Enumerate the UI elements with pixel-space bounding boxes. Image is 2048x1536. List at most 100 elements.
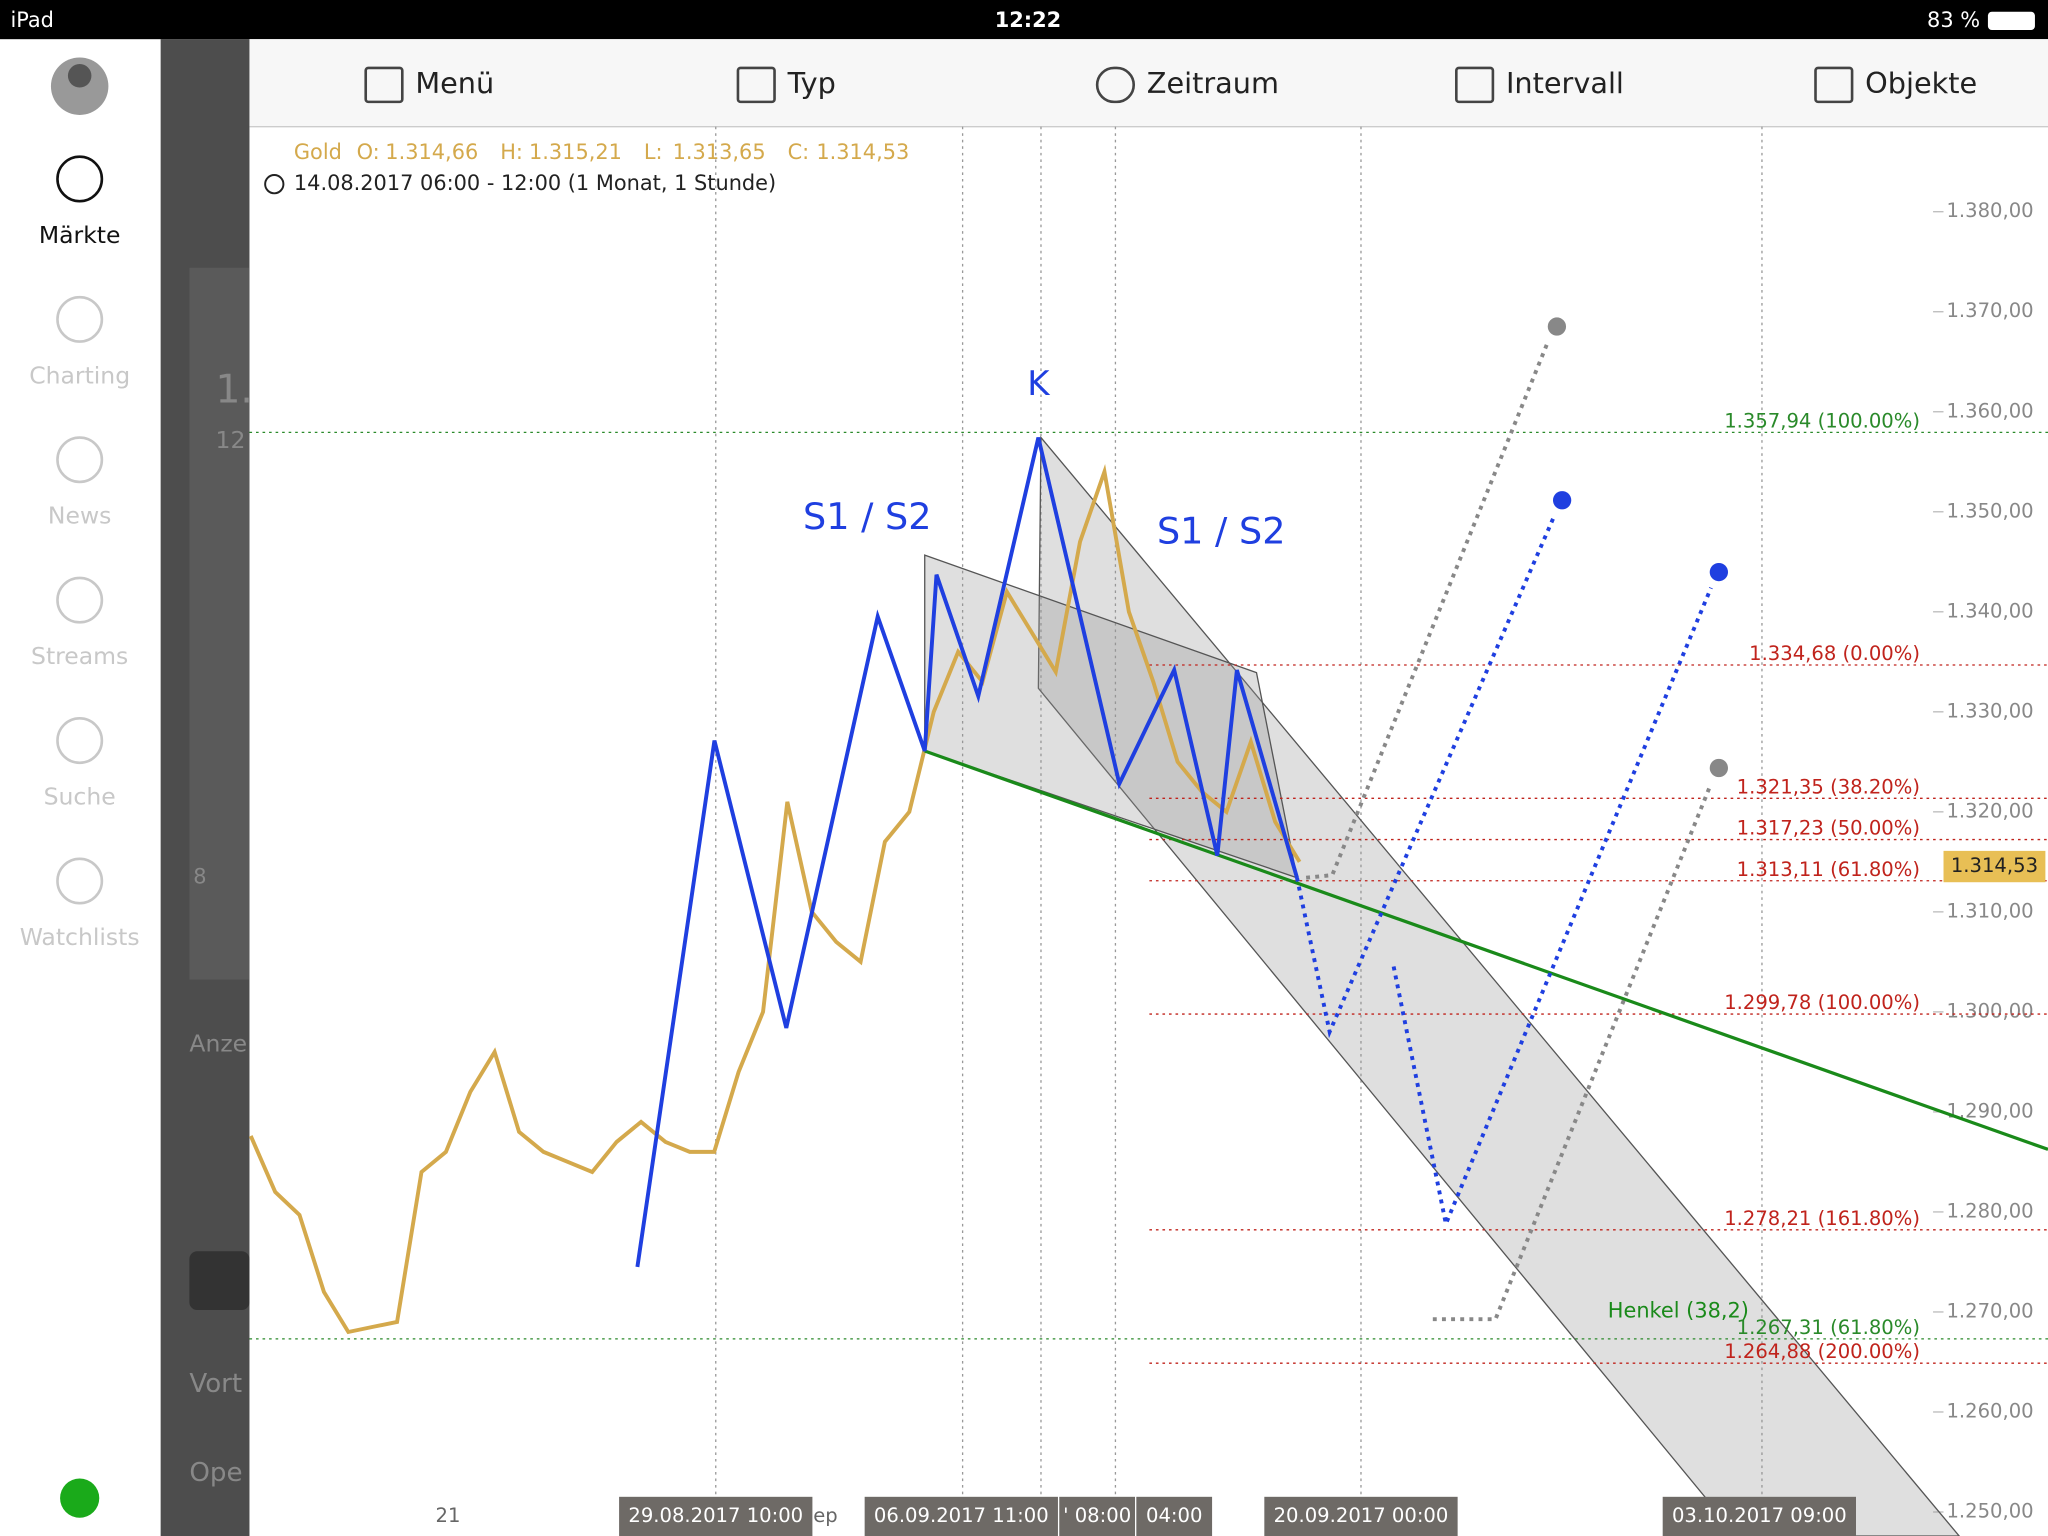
x-label-box [864,1496,1058,1536]
x-label: ' 08:00 [1063,1504,1131,1527]
battery: 83 % [1927,8,1980,32]
annotation: K [1027,364,1050,404]
y-tick-label: 1.340,00 [1946,599,2033,622]
level-label: 1.278,21 (161.80%) [1724,1207,1920,1230]
price-line [248,464,1302,1335]
trend-line [924,749,2048,1151]
plot: 1.250,00 1.260,00 1.270,00 1.280,00 1.290,00… [248,126,2048,1536]
x-label: 21 [436,1504,461,1527]
y-tick-label: 1.370,00 [1946,299,2033,322]
dimmed-button [189,1251,250,1311]
avatar-head [67,64,92,88]
subtitle: 14.08.2017 06:00 - 12:00 (1 Monat, 1 Stu… [294,171,776,195]
toolbar-button[interactable]: Menü [415,66,494,100]
sidebar-label[interactable]: Märkte [39,221,121,249]
y-tick-label: 1.290,00 [1946,1099,2033,1122]
channel [1037,435,1961,1536]
battery-icon [1987,11,2035,31]
arrow-head [1552,491,1572,510]
y-tick-label: 1.380,00 [1946,199,2033,222]
y-tick-label: 1.270,00 [1946,1299,2033,1322]
info-label: C: [788,140,810,164]
x-label-box [1662,1496,1856,1536]
background-text: Ope [189,1458,242,1488]
projection [1432,782,1713,1322]
annotation: S1 / S2 [803,495,932,538]
x-label-box [1059,1496,1136,1536]
sidebar-label[interactable]: Charting [29,361,130,389]
info-value: 1.314,66 [385,140,478,164]
sidebar-icon [56,857,104,905]
level-label: 1.357,94 (100.00%) [1724,409,1920,432]
sidebar-icon [56,576,104,624]
annotation: S1 / S2 [1157,509,1286,552]
toolbar-icon [1095,66,1136,104]
y-tick-label: 1.320,00 [1946,799,2033,822]
level-label: 1.264,88 (200.00%) [1724,1340,1920,1363]
background-text: Vort [189,1369,242,1399]
toolbar-button[interactable]: Zeitraum [1147,66,1279,100]
dimmed-card [189,267,250,980]
x-label-box [1264,1496,1458,1536]
annotation: Henkel (38,2) [1608,1298,1749,1322]
device: iPad [10,8,54,32]
info-value: 1.313,65 [673,140,766,164]
x-label: 04:00 [1146,1504,1202,1527]
toolbar-button[interactable]: Intervall [1506,66,1624,100]
arrow-head [1709,562,1728,582]
info-label: H: [500,140,523,164]
sidebar-icon [56,717,104,765]
x-label-box [619,1496,813,1536]
sidebar-icon [56,295,104,343]
info-value: 1.315,21 [529,140,622,164]
toolbar-icon [364,66,404,104]
y-tick-label: 1.300,00 [1946,999,2033,1022]
x-label: 06.09.2017 11:00 [874,1504,1049,1527]
level-label: 1.313,11 (61.80%) [1737,858,1920,881]
toolbar-icon [1814,66,1854,104]
level-label: 1.317,23 (50.00%) [1737,817,1920,840]
level-label: 1.267,31 (61.80%) [1737,1316,1920,1339]
y-tick-label: 1.260,00 [1946,1399,2033,1422]
clock-icon [264,174,285,195]
arrow-head [1709,758,1728,778]
toolbar-icon [736,66,776,104]
background-text: 8 [193,865,206,889]
y-tick-label: 1.330,00 [1946,699,2033,722]
toolbar-button[interactable]: Objekte [1865,66,1977,100]
x-label: ep [813,1504,837,1527]
info-value: 1.314,53 [816,140,909,164]
status-bar [0,0,2048,40]
x-label: 20.09.2017 00:00 [1274,1504,1449,1527]
toolbar-icon [1455,66,1495,104]
info-label: O: [357,140,380,164]
time: 12:22 [995,8,1061,32]
sidebar-label[interactable]: News [48,502,112,530]
projection [1295,515,1557,1039]
level-label: 1.334,68 (0.00%) [1749,642,1920,665]
sidebar-label[interactable]: Streams [31,642,128,670]
background-text: 1. [216,367,253,412]
sidebar-icon [56,155,104,203]
sidebar-label[interactable]: Suche [44,783,116,811]
toolbar [249,39,2048,127]
sidebar-label[interactable]: Watchlists [20,923,140,951]
instrument: Gold [294,140,342,164]
last-price-tag [1943,850,2046,883]
background-text: Anze [189,1029,247,1057]
wave [635,437,1299,1268]
y-tick-label: 1.280,00 [1946,1199,2033,1222]
x-label-box [1136,1496,1213,1536]
status-dot [60,1478,100,1518]
toolbar-button[interactable]: Typ [787,66,836,100]
arrow-head [1547,317,1567,336]
background-text: 12 [216,426,246,454]
x-label: 29.08.2017 10:00 [628,1504,803,1527]
level-label: 1.321,35 (38.20%) [1737,775,1920,798]
y-tick-label: 1.310,00 [1946,899,2033,922]
level-label: 1.299,78 (100.00%) [1724,991,1920,1014]
x-label: 03.10.2017 09:00 [1672,1504,1847,1527]
